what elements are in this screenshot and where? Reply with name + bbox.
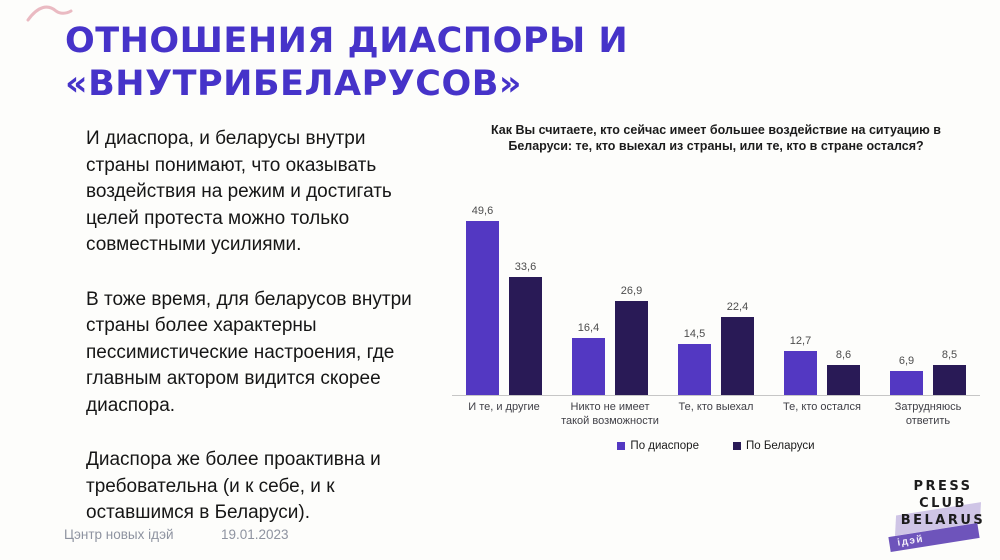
bar-wrap: 33,6 [509,261,542,395]
bar-value-label: 8,6 [835,348,852,361]
bar-group: 49,6 33,6 [452,205,556,395]
bar-value-label: 6,9 [898,354,915,367]
bar-group: 12,7 8,6 [770,335,874,395]
x-axis-labels: И те, и другие Никто не имеет такой возмо… [452,401,980,428]
legend-swatch-icon [617,442,626,450]
bar-wrap: 8,6 [827,349,860,395]
bar-wrap: 14,5 [678,328,711,395]
bar-chart: Как Вы считаете, кто сейчас имеет больше… [452,122,980,452]
bar-wrap: 26,9 [615,285,648,395]
paragraph-3: Диаспора же более проактивна и требовате… [86,449,381,523]
page-title-line2: «ВНУТРИБЕЛАРУСОВ» [65,64,522,104]
bar [890,370,923,395]
footer-date: 19.01.2023 [221,527,289,542]
bar-wrap: 49,6 [466,205,499,395]
bar-value-label: 8,5 [941,349,958,362]
x-axis-category-label: И те, и другие [468,401,540,413]
bar [678,344,711,395]
x-axis-category-label: Затрудняюсь ответить [894,401,962,427]
bar [572,337,605,395]
legend-label: По Беларуси [745,440,815,452]
bar-wrap: 16,4 [572,322,605,395]
x-axis-category-label: Те, кто выехал [678,401,754,413]
bar-value-label: 26,9 [620,284,643,297]
bar [933,365,966,395]
legend-item: По диаспоре [617,440,699,452]
legend-label: По диаспоре [630,440,699,452]
logo-line-belarus: Belarus [900,513,986,528]
footer-source: Цэнтр новых ідэй [64,527,174,542]
logo-line-press: Press [913,479,973,494]
bar-value-label: 14,5 [683,328,706,341]
bar-value-label: 22,4 [726,300,749,313]
bar-group: 6,9 8,5 [876,349,980,395]
paragraph-2: В тоже время, для беларусов внутри стран… [86,288,412,416]
bar-wrap: 22,4 [721,301,754,395]
bar-group: 14,5 22,4 [664,301,768,395]
bar [784,350,817,395]
bar [466,221,499,395]
bar-wrap: 6,9 [890,355,923,395]
bar [509,277,542,395]
bar-value-label: 49,6 [471,205,494,218]
body-text-column: И диаспора, и беларусы внутри страны пон… [86,126,434,555]
bar [615,300,648,395]
pressclub-belarus-logo: Press Club Belarus ідэй [888,478,993,558]
x-axis-category-label: Никто не имеет такой возможности [561,401,659,427]
legend: По диаспоре По Беларуси [452,440,980,452]
bar-wrap: 8,5 [933,349,966,395]
chart-title: Как Вы считаете, кто сейчас имеет больше… [491,123,941,153]
bar [827,364,860,395]
bar-wrap: 12,7 [784,335,817,395]
page-title: ОТНОШЕНИЯ ДИАСПОРЫ И «ВНУТРИБЕЛАРУСОВ» [65,20,825,106]
bar-value-label: 33,6 [514,261,537,274]
logo-line-club: Club [919,496,967,511]
x-axis-category-label: Те, кто остался [783,401,861,413]
paragraph-1: И диаспора, и беларусы внутри страны пон… [86,128,392,255]
legend-swatch-icon [732,442,741,450]
bar-value-label: 12,7 [789,334,812,347]
page-title-line1: ОТНОШЕНИЯ ДИАСПОРЫ И [65,21,629,61]
plot-area: 49,6 33,6 16,4 26,9 14,5 22,4 12,7 8,6 6,9 8,5 [452,170,980,396]
bar-group: 16,4 26,9 [558,285,662,395]
pen-scribble-icon [26,5,73,22]
bar-value-label: 16,4 [577,321,600,334]
legend-item: По Беларуси [732,440,815,452]
bar [721,316,754,395]
